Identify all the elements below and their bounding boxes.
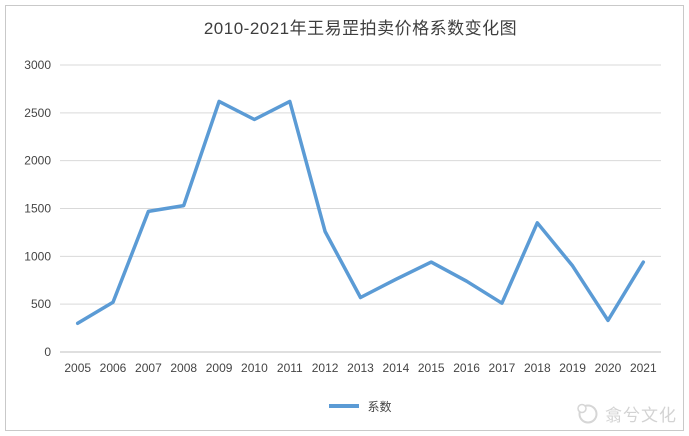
x-tick-label: 2020 xyxy=(595,361,622,375)
x-tick-label: 2013 xyxy=(347,361,374,375)
x-tick-label: 2011 xyxy=(277,361,303,375)
legend-series-label: 系数 xyxy=(367,399,392,414)
x-tick-label: 2021 xyxy=(630,361,657,375)
series-line xyxy=(75,99,646,326)
legend-line-marker xyxy=(329,404,360,408)
x-tick-label: 2015 xyxy=(418,361,445,375)
y-tick-label: 1000 xyxy=(24,249,51,263)
y-tick-label: 2000 xyxy=(24,154,51,168)
x-tick-label: 2009 xyxy=(206,361,233,375)
x-tick-label: 2018 xyxy=(524,361,551,375)
x-tick-label: 2005 xyxy=(64,361,91,375)
y-tick-label: 500 xyxy=(31,297,51,311)
y-tick-label: 0 xyxy=(44,345,51,359)
legend: 系数 xyxy=(60,397,661,415)
y-tick-label: 3000 xyxy=(24,58,51,72)
x-tick-label: 2008 xyxy=(170,361,197,375)
x-tick-label: 2012 xyxy=(312,361,339,375)
x-tick-label: 2007 xyxy=(135,361,162,375)
watermark-text: 翕兮文化 xyxy=(605,405,677,425)
x-tick-label: 2014 xyxy=(383,361,410,375)
x-tick-label: 2017 xyxy=(489,361,516,375)
watermark: 翕兮文化 xyxy=(575,400,677,426)
y-tick-label: 1500 xyxy=(24,202,51,216)
x-tick-label: 2006 xyxy=(100,361,127,375)
x-tick-label: 2010 xyxy=(241,361,268,375)
chart-title: 2010-2021年王易罡拍卖价格系数变化图 xyxy=(203,19,518,38)
watermark-logo-icon xyxy=(577,403,598,424)
x-tick-label: 2019 xyxy=(559,361,586,375)
y-tick-label: 2500 xyxy=(24,106,51,120)
x-tick-label: 2016 xyxy=(453,361,480,375)
chart-frame xyxy=(5,5,684,431)
